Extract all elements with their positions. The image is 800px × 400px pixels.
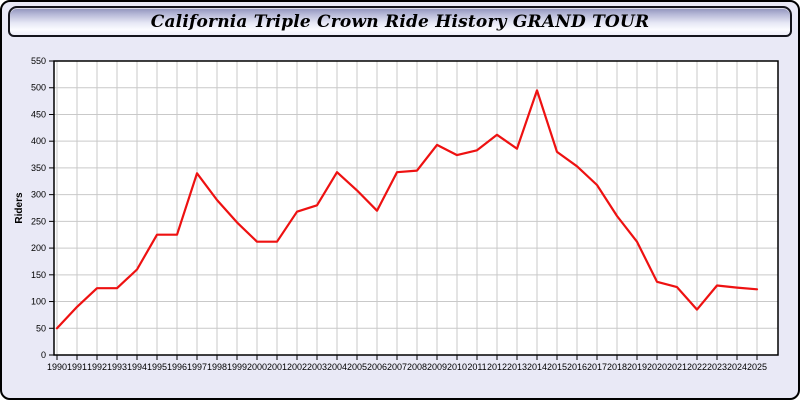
svg-text:1998: 1998 [207,362,227,372]
svg-text:2024: 2024 [727,362,747,372]
svg-text:2025: 2025 [747,362,767,372]
svg-text:1991: 1991 [67,362,87,372]
svg-text:2019: 2019 [627,362,647,372]
title-bar: California Triple Crown Ride History GRA… [8,6,792,37]
svg-text:2005: 2005 [347,362,367,372]
svg-text:1996: 1996 [167,362,187,372]
svg-text:2021: 2021 [667,362,687,372]
x-axis-labels: 1990 1991 1992 1993 1994 1995 1996 1997 1998 1999… [47,362,767,372]
svg-text:2011: 2011 [467,362,486,372]
svg-text:350: 350 [31,163,46,173]
svg-text:250: 250 [31,216,46,226]
svg-text:1999: 1999 [227,362,247,372]
svg-text:150: 150 [31,270,46,280]
svg-text:50: 50 [36,323,46,333]
svg-text:2002: 2002 [287,362,307,372]
svg-text:1994: 1994 [127,362,147,372]
plot-background [54,61,778,355]
svg-text:2018: 2018 [607,362,627,372]
svg-text:2012: 2012 [487,362,507,372]
axis-ticks [49,60,758,360]
y-axis-labels: 0 50 100 150 200 250 300 350 400 450 500 550 [31,56,46,360]
svg-text:500: 500 [31,83,46,93]
svg-text:2010: 2010 [447,362,467,372]
svg-text:2014: 2014 [527,362,547,372]
svg-text:2023: 2023 [707,362,727,372]
svg-text:2006: 2006 [367,362,387,372]
plot-border [53,60,779,356]
svg-text:2013: 2013 [507,362,527,372]
svg-text:2001: 2001 [267,362,287,372]
svg-text:100: 100 [31,297,46,307]
series-line-riders [55,89,759,330]
svg-text:2004: 2004 [327,362,347,372]
svg-text:2020: 2020 [647,362,667,372]
svg-text:450: 450 [31,109,46,119]
svg-text:2015: 2015 [547,362,567,372]
svg-text:2009: 2009 [427,362,447,372]
svg-text:2022: 2022 [687,362,707,372]
svg-text:2007: 2007 [387,362,407,372]
svg-text:1997: 1997 [187,362,207,372]
svg-text:200: 200 [31,243,46,253]
svg-text:1992: 1992 [87,362,107,372]
svg-text:1990: 1990 [47,362,67,372]
svg-text:2016: 2016 [567,362,587,372]
svg-text:2017: 2017 [587,362,607,372]
svg-text:300: 300 [31,190,46,200]
svg-text:550: 550 [31,56,46,66]
y-axis-title: Riders [14,192,25,224]
svg-text:2008: 2008 [407,362,427,372]
svg-text:1995: 1995 [147,362,167,372]
svg-text:2003: 2003 [307,362,327,372]
svg-text:2000: 2000 [247,362,267,372]
svg-text:400: 400 [31,136,46,146]
chart-title: California Triple Crown Ride History GRA… [150,11,650,32]
svg-text:0: 0 [41,350,46,360]
svg-text:1993: 1993 [107,362,127,372]
